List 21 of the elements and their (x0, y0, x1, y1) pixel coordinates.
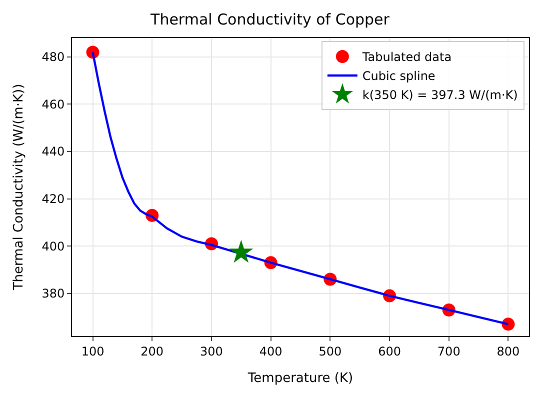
x-axis-title: Temperature (K) (246, 371, 354, 386)
x-tick-label: 200 (140, 344, 164, 358)
chart-title: Thermal Conductivity of Copper (150, 10, 390, 28)
legend-label: k(350 K) = 397.3 W/(m·K) (362, 88, 518, 102)
y-tick-label: 420 (42, 192, 65, 206)
x-tick-label: 500 (318, 344, 342, 358)
x-tick-label: 400 (259, 344, 282, 358)
legend-label: Tabulated data (361, 50, 452, 64)
x-tick-label: 300 (200, 344, 223, 358)
y-tick-label: 440 (42, 144, 65, 159)
x-tick-label: 100 (81, 344, 104, 358)
y-tick-label: 380 (42, 286, 65, 301)
x-tick-label: 700 (437, 344, 460, 358)
legend-label: Cubic spline (362, 69, 436, 84)
y-tick-label: 460 (42, 97, 65, 112)
y-axis-title: Thermal Conductivity (W/(m·K)) (12, 84, 27, 292)
y-tick-label: 480 (42, 50, 65, 64)
y-tick-label: 400 (42, 239, 65, 254)
point (229, 240, 254, 263)
x-tick-label: 800 (496, 344, 520, 358)
x-tick-label: 600 (378, 344, 401, 358)
